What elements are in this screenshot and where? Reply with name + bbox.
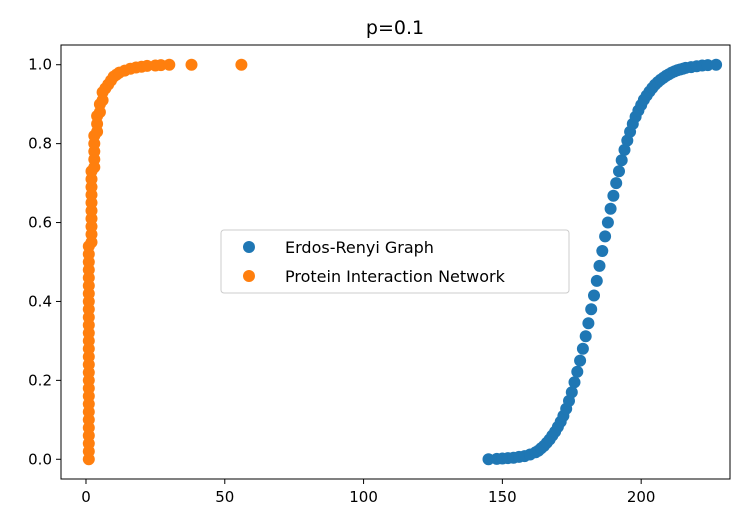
data-point-erdos-renyi xyxy=(601,216,614,229)
y-tick-label: 0.0 xyxy=(28,450,52,468)
y-tick-label: 0.4 xyxy=(28,292,52,310)
data-point-protein-network xyxy=(163,58,176,71)
x-tick-label: 0 xyxy=(81,488,91,506)
legend-marker-protein-network xyxy=(243,270,255,282)
x-axis-ticks: 0 50 100 150 200 xyxy=(81,479,655,506)
data-point-erdos-renyi xyxy=(593,259,606,272)
data-point-erdos-renyi xyxy=(610,177,623,190)
data-point-protein-network xyxy=(185,58,198,71)
y-tick-label: 0.8 xyxy=(28,135,52,153)
data-point-erdos-renyi xyxy=(613,165,625,178)
data-point-erdos-renyi xyxy=(576,342,589,355)
data-point-erdos-renyi xyxy=(574,354,587,367)
data-point-erdos-renyi xyxy=(571,365,584,378)
x-tick-label: 50 xyxy=(215,488,234,506)
data-point-protein-network xyxy=(235,58,248,71)
data-point-erdos-renyi xyxy=(579,330,592,343)
legend-box xyxy=(220,229,570,294)
data-point-erdos-renyi xyxy=(565,386,578,399)
data-point-erdos-renyi xyxy=(604,202,617,215)
data-point-erdos-renyi xyxy=(599,230,612,243)
chart-title: p=0.1 xyxy=(366,17,424,39)
x-tick-label: 200 xyxy=(627,488,656,506)
data-point-erdos-renyi xyxy=(618,143,631,156)
legend-label-protein-network: Protein Interaction Network xyxy=(285,267,506,286)
x-tick-label: 150 xyxy=(488,488,517,506)
legend-marker-erdos-renyi xyxy=(243,241,255,253)
y-axis-ticks: 0.0 0.2 0.4 0.6 0.8 1.0 xyxy=(28,56,61,468)
data-point-erdos-renyi xyxy=(582,317,595,330)
legend-label-erdos-renyi: Erdos-Renyi Graph xyxy=(285,238,434,257)
data-point-erdos-renyi xyxy=(590,274,603,287)
data-point-erdos-renyi xyxy=(596,245,609,257)
y-tick-label: 1.0 xyxy=(28,56,52,74)
y-tick-label: 0.6 xyxy=(28,214,52,232)
axes-frame xyxy=(60,44,731,480)
data-point-erdos-renyi xyxy=(585,303,598,316)
data-point-erdos-renyi xyxy=(710,58,723,71)
legend: Erdos-Renyi Graph Protein Interaction Ne… xyxy=(220,229,570,294)
y-tick-label: 0.2 xyxy=(28,371,52,389)
data-point-erdos-renyi xyxy=(607,189,620,202)
x-tick-label: 100 xyxy=(349,488,378,506)
data-point-erdos-renyi xyxy=(568,376,581,389)
data-points-layer xyxy=(82,58,723,466)
data-point-erdos-renyi xyxy=(588,289,600,302)
data-point-erdos-renyi xyxy=(615,154,628,167)
